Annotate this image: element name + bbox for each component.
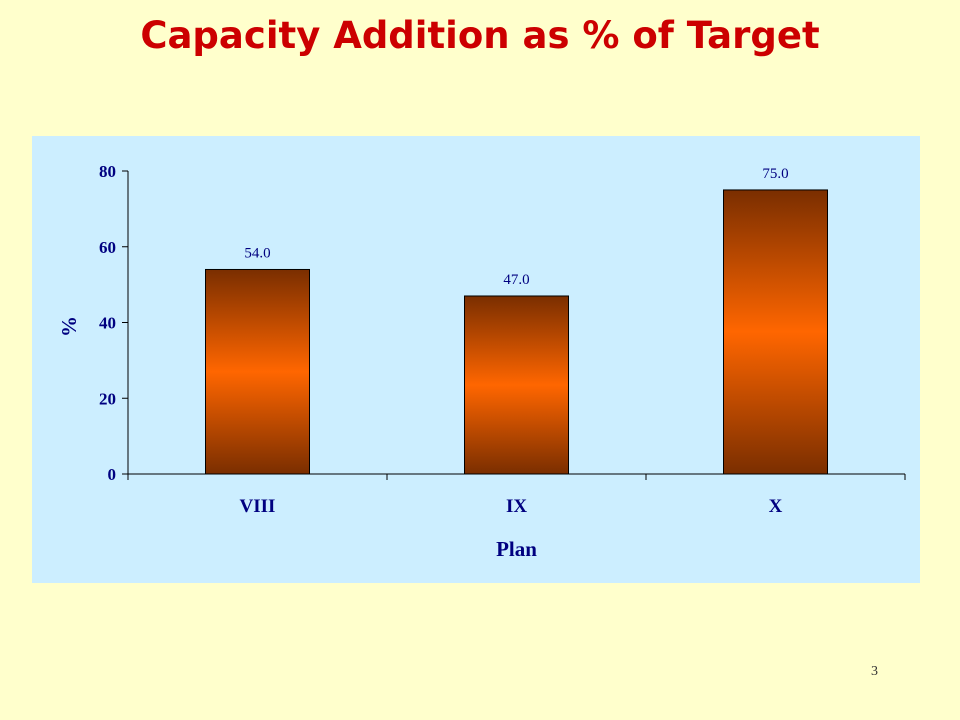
bar — [205, 268, 310, 475]
page-number: 3 — [871, 664, 878, 679]
x-tick-label: IX — [506, 496, 527, 517]
x-tick-label: VIII — [240, 496, 276, 517]
bar-chart: 0 20 40 60 80 54.0 VIII 47.0 IX 75.0 X Plan% — [57, 162, 906, 561]
bar — [723, 189, 828, 475]
y-tick-label: 40 — [99, 314, 116, 333]
y-tick-label: 80 — [99, 162, 116, 181]
chart-area: 0 20 40 60 80 54.0 VIII 47.0 IX 75.0 X Plan% — [32, 136, 920, 583]
x-axis-title: Plan — [496, 537, 537, 561]
bar — [464, 295, 569, 475]
y-tick-label: 20 — [99, 389, 116, 408]
y-tick-label: 60 — [99, 238, 116, 257]
y-tick-label: 0 — [108, 465, 117, 484]
data-label: 54.0 — [244, 245, 270, 261]
x-tick-label: X — [769, 496, 783, 517]
data-label: 47.0 — [503, 272, 529, 288]
y-axis-title: % — [57, 316, 81, 337]
slide-title: Capacity Addition as % of Target — [140, 14, 820, 57]
data-label: 75.0 — [762, 166, 788, 182]
